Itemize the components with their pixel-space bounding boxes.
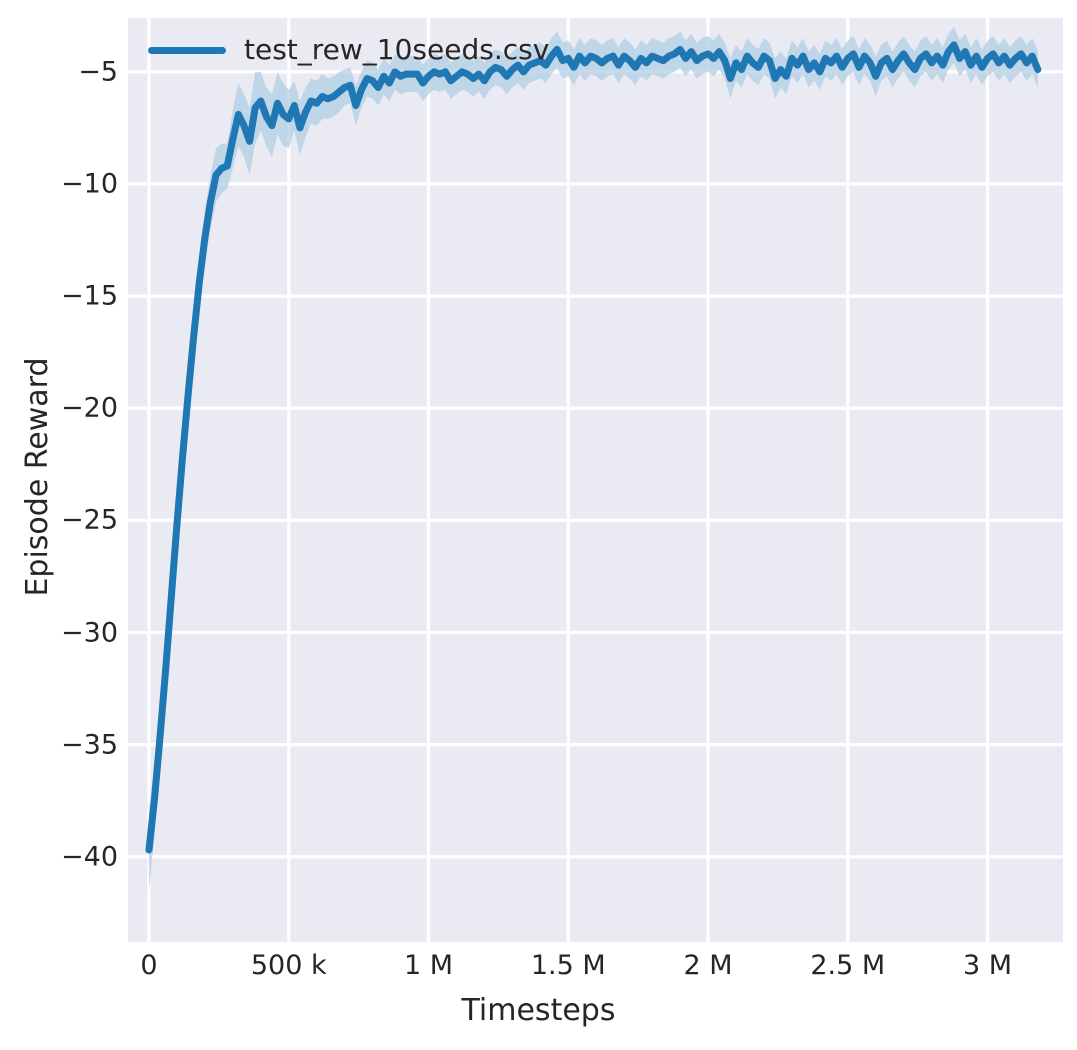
y-axis-tick-label: −40 — [61, 841, 118, 873]
grid-lines — [128, 18, 1063, 942]
x-axis-tick-label: 1 M — [403, 950, 454, 981]
legend-label: test_rew_10seeds.csv — [244, 33, 550, 66]
legend: test_rew_10seeds.csv — [148, 36, 549, 64]
y-axis-tick-label: −10 — [61, 168, 118, 200]
y-axis-tick-label: −25 — [61, 504, 118, 536]
x-axis-tick-label: 1.5 M — [530, 950, 606, 981]
y-axis-tick-label: −20 — [61, 392, 118, 424]
x-axis-tick-label: 500 k — [250, 950, 327, 981]
y-axis-tick-label: −35 — [61, 729, 118, 761]
legend-line-swatch — [148, 46, 226, 54]
x-axis-tick-label: 2.5 M — [810, 950, 886, 981]
plot-area — [128, 18, 1063, 942]
y-axis-tick-label: −5 — [78, 56, 118, 88]
series-confidence-band — [148, 26, 1038, 891]
y-axis-tick-label: −15 — [61, 280, 118, 312]
x-axis-label: Timesteps — [461, 993, 616, 1028]
series-layer — [145, 26, 1042, 891]
x-axis-tick-label: 3 M — [962, 950, 1013, 981]
x-axis-tick-label: 0 — [140, 950, 158, 981]
y-axis-label: Episode Reward — [20, 357, 55, 597]
x-axis-tick-label: 2 M — [683, 950, 733, 981]
series-line — [145, 41, 1042, 854]
y-axis-tick-label: −30 — [61, 617, 118, 648]
